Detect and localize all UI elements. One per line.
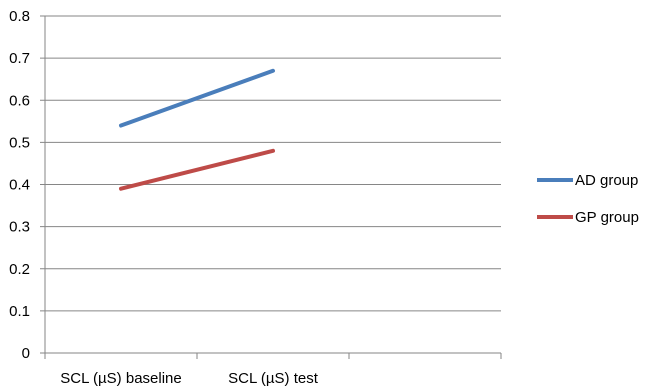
y-tick-label: 0.5 xyxy=(9,134,30,151)
y-tick-labels: 0 0.1 0.2 0.3 0.4 0.5 0.6 0.7 0.8 xyxy=(9,8,30,362)
y-tick-label: 0.6 xyxy=(9,92,30,109)
axes xyxy=(40,15,502,359)
series-lines xyxy=(119,68,275,191)
y-tick-label: 0 xyxy=(22,345,30,362)
gridlines xyxy=(45,15,501,312)
y-tick-label: 0.7 xyxy=(9,50,30,67)
legend: AD group GP group xyxy=(537,172,639,226)
legend-label: GP group xyxy=(575,209,639,226)
y-tick-label: 0.4 xyxy=(9,177,30,194)
legend-label: AD group xyxy=(575,172,638,189)
series-line-2 xyxy=(119,148,275,191)
series-line-1 xyxy=(119,68,275,128)
x-tick-labels: SCL (µS) baseline SCL (µS) test xyxy=(60,370,318,387)
y-tick-label: 0.8 xyxy=(9,8,30,25)
x-tick-label: SCL (µS) test xyxy=(228,370,319,387)
y-tick-label: 0.2 xyxy=(9,261,30,278)
y-tick-label: 0.3 xyxy=(9,219,30,236)
y-tick-label: 0.1 xyxy=(9,303,30,320)
x-tick-label: SCL (µS) baseline xyxy=(60,370,181,387)
